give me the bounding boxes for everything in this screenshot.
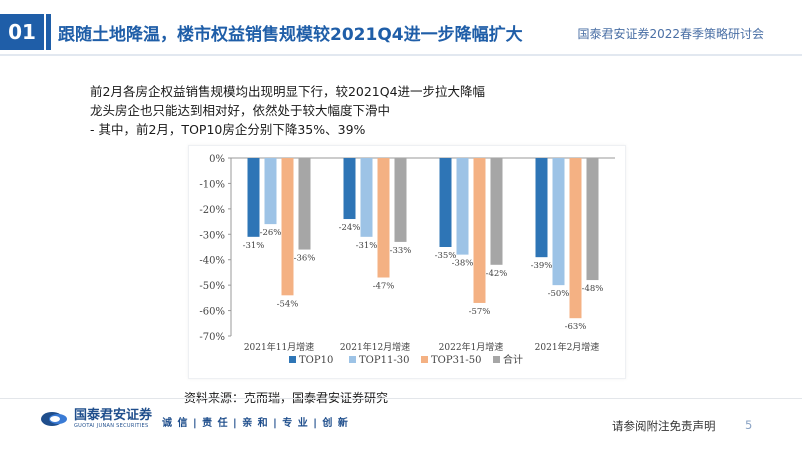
bullet-line: - 其中，前2月，TOP10房企分别下降35%、39%: [90, 122, 366, 137]
slide-title: 跟随土地降温，楼市权益销售规模较2021Q4进一步降幅扩大: [58, 25, 523, 45]
bar-top10: [343, 158, 356, 220]
legend-label: TOP11-30: [359, 355, 409, 366]
y-tick-label: -30%: [199, 230, 225, 241]
bullet-line: 前2月各房企权益销售规模均出现明显下行，较2021Q4进一步拉大降幅: [90, 84, 486, 99]
x-category-label: 2021年12月增速: [340, 341, 410, 353]
footer-divider: [0, 398, 802, 399]
bar-data-label: -38%: [452, 259, 474, 269]
bar-data-label: -39%: [531, 261, 553, 271]
bar-data-label: -24%: [339, 223, 361, 233]
legend-label: TOP10: [299, 355, 333, 366]
bar-top10: [247, 158, 260, 237]
chart-svg: 0% -10% -20% -30% -40% -50% -60% -70% -31% -26% -5…: [199, 154, 615, 366]
sales-decline-chart: 0% -10% -20% -30% -40% -50% -60% -70% -31% -26% -5…: [188, 145, 626, 379]
bar-data-label: -47%: [373, 282, 395, 292]
bar--: [298, 158, 311, 250]
y-tick-label: -60%: [199, 307, 225, 318]
y-tick-label: -50%: [199, 281, 225, 292]
legend-label: 合计: [503, 353, 523, 366]
bar-data-label: -33%: [390, 246, 412, 256]
company-motto: 诚 信 | 责 任 | 亲 和 | 专 业 | 创 新: [162, 418, 349, 429]
section-number: 01: [0, 14, 44, 50]
bar--: [394, 158, 407, 242]
bar-top11-30: [552, 158, 565, 286]
logo-mark-icon: [40, 409, 70, 429]
bar-top31-50: [569, 158, 582, 319]
y-tick-label: -40%: [199, 256, 225, 267]
bar-top11-30: [456, 158, 469, 255]
bar-top10: [439, 158, 452, 247]
bullet-line: 龙头房企也只能达到相对好，依然处于较大幅度下滑中: [90, 103, 391, 118]
x-category-label: 2021年2月增速: [535, 341, 600, 353]
bar-data-label: -36%: [294, 254, 316, 264]
page-number: 5: [745, 418, 753, 432]
bar-data-label: -31%: [243, 241, 265, 251]
logo-name: 国泰君安证券: [74, 408, 153, 423]
bar-data-label: -54%: [277, 299, 299, 309]
bar-data-label: -48%: [582, 284, 604, 294]
conference-subtitle: 国泰君安证券2022春季策略研讨会: [577, 27, 764, 41]
company-logo: 国泰君安证券 GUOTAI JUNAN SECURITIES: [40, 409, 152, 429]
legend-swatch: [349, 356, 356, 363]
legend-swatch: [493, 356, 500, 363]
bar--: [586, 158, 599, 281]
bar-data-label: -42%: [486, 269, 508, 279]
disclaimer-note: 请参阅附注免责声明: [612, 419, 716, 433]
bar-data-label: -31%: [356, 241, 378, 251]
bar--: [490, 158, 503, 265]
title-accent-bar: [46, 14, 51, 50]
bar-data-label: -26%: [260, 228, 282, 238]
bar-top31-50: [377, 158, 390, 278]
bar-data-label: -63%: [565, 322, 587, 332]
title-divider: [0, 54, 802, 56]
bullet-list: 前2月各房企权益销售规模均出现明显下行，较2021Q4进一步拉大降幅 龙头房企也…: [90, 82, 485, 139]
legend-swatch: [289, 356, 296, 363]
bar-top31-50: [473, 158, 486, 303]
legend-label: TOP31-50: [431, 355, 481, 366]
x-category-label: 2021年11月增速: [244, 341, 314, 353]
logo-name-en: GUOTAI JUNAN SECURITIES: [74, 423, 149, 429]
y-tick-label: -20%: [199, 205, 225, 216]
y-tick-label: 0%: [209, 154, 225, 165]
x-category-label: 2022年1月增速: [439, 341, 504, 353]
bar-top11-30: [264, 158, 277, 225]
bar-top31-50: [281, 158, 294, 296]
bar-top11-30: [360, 158, 373, 237]
y-tick-label: -10%: [199, 179, 225, 190]
y-tick-label: -70%: [199, 332, 225, 343]
bar-data-label: -50%: [548, 289, 570, 299]
legend-swatch: [421, 356, 428, 363]
bar-data-label: -35%: [435, 251, 457, 261]
bar-data-label: -57%: [469, 307, 491, 317]
bar-top10: [535, 158, 548, 258]
